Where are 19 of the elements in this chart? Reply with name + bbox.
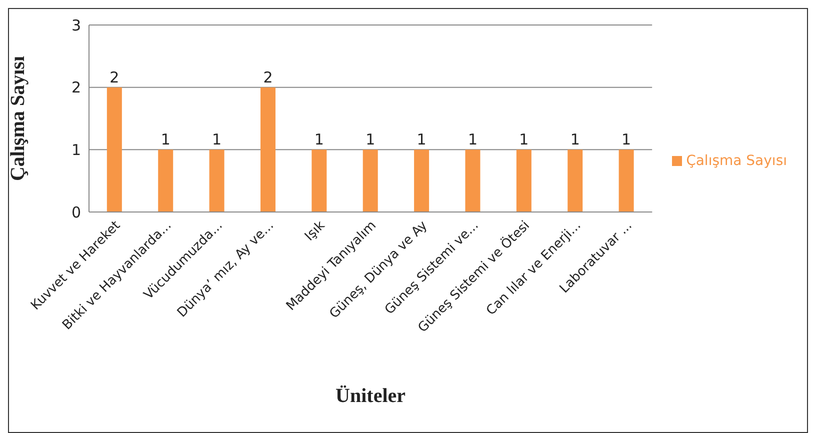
data-label: 1 [622, 130, 632, 149]
y-axis-title: Çalışma Sayısı [7, 56, 30, 182]
data-label: 2 [110, 68, 120, 86]
data-label: 1 [160, 130, 170, 149]
x-tick-label: Işık [302, 218, 329, 244]
y-tick-label: 2 [71, 78, 81, 97]
x-axis-title: Üniteler [336, 385, 406, 407]
data-label: 2 [263, 68, 273, 86]
data-label: 1 [570, 130, 580, 149]
legend-label: Çalışma Sayısı [686, 152, 787, 168]
data-label: 1 [212, 130, 222, 149]
data-label: 1 [416, 130, 426, 149]
data-label: 1 [314, 130, 324, 149]
data-label: 1 [519, 130, 529, 149]
data-label: 1 [468, 130, 478, 149]
data-label: 1 [366, 130, 376, 149]
y-tick-label: 0 [71, 203, 81, 222]
y-tick-label: 1 [71, 140, 81, 159]
y-tick-label: 3 [71, 16, 81, 34]
